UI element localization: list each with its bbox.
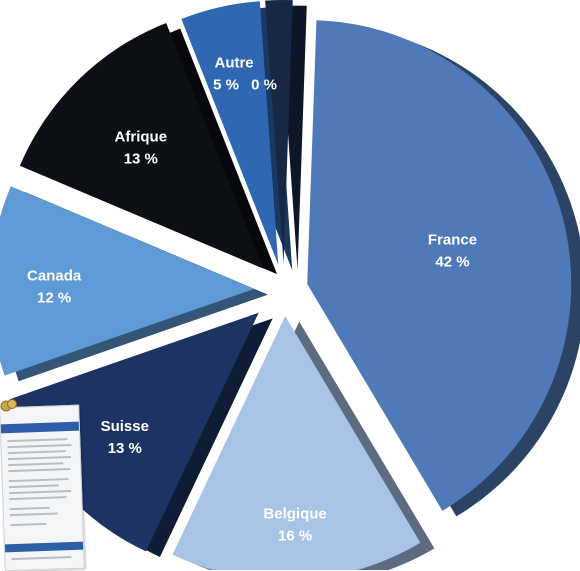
pie-labels: France 42 % Belgique 16 % Suisse 13 % Canada 12… xyxy=(27,55,477,545)
document-text-line xyxy=(7,455,71,461)
pie-slice-france xyxy=(307,20,572,511)
pie-slice-afrique xyxy=(19,22,264,269)
slice-name-label-canada: Canada xyxy=(27,267,82,284)
document-header-band xyxy=(0,421,80,434)
slice-value-label-canada: 12 % xyxy=(37,289,71,306)
document-text-line xyxy=(7,450,66,455)
slice-name-label-suisse: Suisse xyxy=(101,418,149,435)
slice-name-label-autre: Autre xyxy=(214,55,253,72)
slice-value-label-autre: 5 % xyxy=(213,77,239,94)
document-text-line xyxy=(7,443,72,449)
document-page xyxy=(0,404,85,571)
document-text-line xyxy=(8,467,71,473)
document-text-line xyxy=(9,496,67,501)
slice-value-label-belgique: 16 % xyxy=(278,528,312,545)
slice-name-label-afrique: Afrique xyxy=(115,128,168,145)
document-text-line xyxy=(9,489,72,495)
coins-icon xyxy=(0,399,17,412)
slice-value-label-france: 42 % xyxy=(435,254,469,271)
document-text-line xyxy=(8,478,69,483)
document-text-line xyxy=(9,512,58,517)
pie-slice-zero xyxy=(265,0,293,265)
pie-slice-canada xyxy=(0,186,255,376)
document-text-line xyxy=(9,506,50,511)
document-thumbnail-image xyxy=(0,398,85,571)
document-footer-band xyxy=(4,541,84,553)
document-text-line xyxy=(7,438,68,443)
pie-slice-autre xyxy=(181,1,279,265)
document-text-line xyxy=(8,484,59,489)
document-text-line xyxy=(8,462,64,467)
slice-value-label-suisse: 13 % xyxy=(108,440,142,457)
document-text-line xyxy=(11,556,72,561)
slice-value-label-afrique: 13 % xyxy=(124,150,158,167)
slice-name-label-belgique: Belgique xyxy=(263,506,326,523)
slice-value-label-zero: 0 % xyxy=(251,77,277,94)
pie-slice-belgique xyxy=(172,315,421,570)
document-text-line xyxy=(10,522,47,527)
slice-name-label-france: France xyxy=(428,232,477,249)
